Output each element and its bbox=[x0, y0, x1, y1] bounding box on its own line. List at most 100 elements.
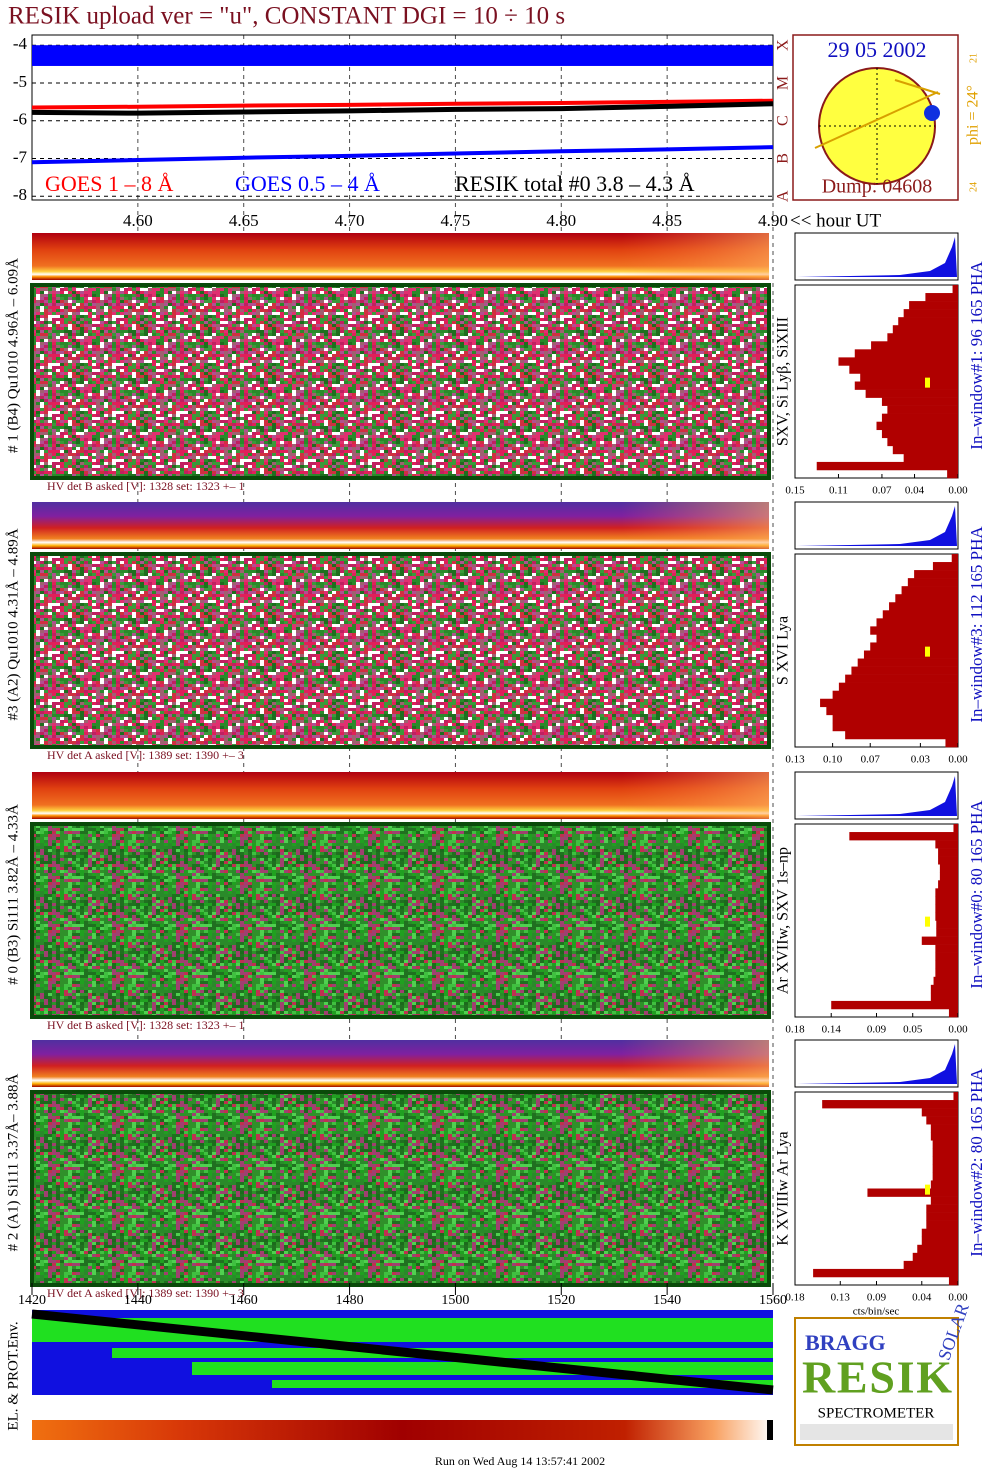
hist-bar bbox=[926, 1204, 958, 1213]
hist-bar bbox=[871, 341, 958, 350]
hist-bar bbox=[935, 904, 958, 913]
hist-tick-label: 0.07 bbox=[861, 754, 881, 766]
hist-bar bbox=[925, 293, 958, 302]
hv-label: HV det A asked [V]: 1389 set: 1390 +– 3 bbox=[47, 748, 244, 762]
hist-bar bbox=[881, 413, 958, 423]
hist-bar bbox=[882, 610, 958, 619]
hist-bar bbox=[935, 896, 958, 905]
hist-bar bbox=[948, 1276, 958, 1286]
hist-bar bbox=[907, 578, 958, 587]
hist-bar bbox=[832, 722, 958, 732]
detector-label: # 1 (B4) Qu1010 4.96Å – 6.09Å bbox=[5, 258, 21, 453]
sun-number: 24 bbox=[968, 182, 979, 192]
hist-bar bbox=[860, 373, 958, 382]
hist-bar bbox=[870, 626, 958, 635]
sun-date: 29 05 2002 bbox=[828, 37, 927, 62]
title: RESIK upload ver = "u", CONSTANT DGI = 1… bbox=[8, 3, 565, 30]
hist-bar bbox=[887, 405, 958, 414]
band bbox=[32, 45, 773, 66]
hist-tick-label: 0.18 bbox=[785, 1024, 805, 1036]
hist-bar bbox=[909, 301, 958, 310]
strip-fade bbox=[32, 233, 769, 280]
env-label: EL. & PROT.Env. bbox=[5, 1321, 21, 1430]
hist-tick-label: 0.04 bbox=[905, 485, 925, 497]
hist-bar bbox=[935, 960, 958, 970]
sun-line bbox=[894, 79, 941, 95]
hist-bar bbox=[935, 968, 958, 978]
env-tick-label: 1480 bbox=[336, 1293, 364, 1308]
logo-fineprint bbox=[800, 1424, 953, 1440]
env-tick-label: 1440 bbox=[124, 1293, 152, 1308]
colorbar-end bbox=[767, 1420, 773, 1440]
hist-bar bbox=[870, 642, 958, 651]
spectrogram bbox=[32, 824, 769, 1017]
series-line bbox=[31, 101, 774, 116]
hist-bar bbox=[863, 650, 958, 659]
spectrogram bbox=[32, 554, 769, 747]
hist-bar bbox=[921, 1236, 958, 1246]
hist-bar bbox=[867, 1188, 958, 1197]
hist-bar bbox=[932, 1164, 958, 1173]
hist-bar bbox=[892, 445, 958, 455]
hist-bar bbox=[901, 586, 958, 595]
hist-bar bbox=[845, 674, 958, 683]
hist-bar bbox=[921, 1108, 958, 1117]
marker bbox=[925, 646, 930, 657]
detector-label: #3 (A2) Qu1010 4.31Å – 4.89Å bbox=[5, 528, 21, 720]
hist-tick-label: 0.00 bbox=[948, 754, 968, 766]
hist-tick-label: 0.13 bbox=[785, 754, 805, 766]
spectrogram-frame bbox=[30, 822, 771, 1019]
hist-tick-label: 0.14 bbox=[822, 1024, 842, 1036]
flare-class: B bbox=[775, 153, 792, 164]
hist-bar bbox=[832, 714, 958, 724]
hist-bar bbox=[889, 602, 958, 611]
strip-fade bbox=[32, 772, 769, 819]
logo-resik: RESIK bbox=[802, 1352, 952, 1403]
hist-bar bbox=[813, 1268, 958, 1278]
hist-tick-label: 0.00 bbox=[948, 1292, 968, 1304]
marker bbox=[925, 1184, 930, 1195]
hist-bar bbox=[938, 848, 958, 857]
hist-tick-label: 0.18 bbox=[785, 1292, 805, 1304]
hist-bar bbox=[822, 1100, 958, 1109]
hist-bar bbox=[930, 1180, 958, 1189]
hist-bar bbox=[938, 856, 958, 865]
sun-number: 21 bbox=[968, 53, 979, 63]
hist-bar bbox=[926, 1220, 958, 1230]
hist-bar bbox=[838, 357, 958, 366]
sun-disk bbox=[818, 67, 936, 185]
legend-entry: GOES 1 – 8 Å bbox=[45, 171, 173, 196]
hist-bar bbox=[948, 1008, 958, 1018]
hist-bar bbox=[881, 429, 958, 439]
detector-label: # 2 (A1) Si111 3.37Å– 3.88Å bbox=[5, 1074, 21, 1252]
hist-bar bbox=[953, 1092, 958, 1101]
hist-bar bbox=[926, 1212, 958, 1221]
env-line bbox=[31, 1309, 774, 1395]
hist-bar bbox=[876, 421, 958, 431]
hv-label: HV det B asked [V]: 1328 set: 1323 +– 1 bbox=[47, 479, 245, 493]
env-tick-label: 1420 bbox=[18, 1293, 46, 1308]
spectrogram bbox=[32, 285, 769, 478]
hist-bar bbox=[932, 1156, 958, 1165]
env-band bbox=[272, 1380, 773, 1388]
hist-bar bbox=[857, 658, 958, 667]
sun-dump: Dump: 04608 bbox=[822, 176, 933, 198]
hist-bar bbox=[932, 562, 958, 571]
env-tick-label: 1520 bbox=[547, 1293, 575, 1308]
hist-bar bbox=[876, 618, 958, 627]
flare-class: M bbox=[775, 76, 792, 90]
legend-entry: RESIK total #0 3.8 – 4.3 Å bbox=[455, 171, 695, 196]
hist-bar bbox=[935, 888, 958, 897]
spectrogram-frame bbox=[30, 552, 771, 749]
pha-label: In–window#2: 80 165 PHA bbox=[967, 1068, 986, 1257]
hist-bar bbox=[921, 936, 958, 945]
hist-bar bbox=[926, 1116, 958, 1125]
env-tick-label: 1560 bbox=[759, 1293, 787, 1308]
hist-bar bbox=[892, 325, 958, 334]
hist-bar bbox=[930, 984, 958, 994]
hist-bar bbox=[953, 824, 958, 833]
hist-bar bbox=[845, 730, 958, 740]
spectrogram-frame bbox=[30, 1090, 771, 1287]
hist-tick-label: 0.07 bbox=[872, 485, 892, 497]
